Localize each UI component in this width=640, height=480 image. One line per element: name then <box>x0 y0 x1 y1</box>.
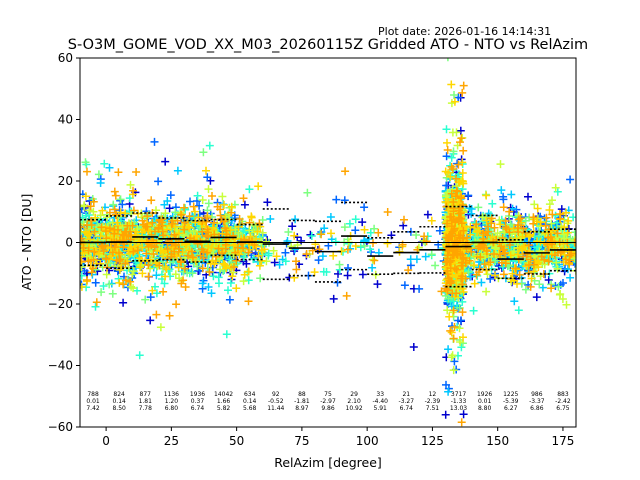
bin-mean-label: -5.39 <box>503 398 519 405</box>
bin-std-label: 7.78 <box>139 405 153 412</box>
bin-count-label: 1926 <box>477 391 492 398</box>
bin-std-label: 6.80 <box>165 405 179 412</box>
bin-std-label: 6.27 <box>504 405 518 412</box>
x-tick-label: 150 <box>486 434 509 448</box>
bin-count-label: 14042 <box>214 391 233 398</box>
bin-statistics-lines <box>80 201 576 288</box>
bin-mean-label: -2.97 <box>320 398 336 405</box>
bin-std-label: 7.51 <box>426 405 440 412</box>
bin-count-label: 33 <box>376 391 384 398</box>
bin-count-label: 1936 <box>190 391 205 398</box>
x-tick-label: 75 <box>294 434 309 448</box>
x-tick-label: 0 <box>102 434 110 448</box>
x-tick-label: 25 <box>164 434 179 448</box>
bin-count-label: 824 <box>113 391 125 398</box>
bin-count-label: 12 <box>429 391 437 398</box>
bin-std-label: 6.74 <box>191 405 205 412</box>
bin-mean-label: -2.42 <box>555 398 571 405</box>
bin-mean-label: 1.66 <box>217 398 231 405</box>
bin-std-label: 8.97 <box>295 405 309 412</box>
x-axis-ticks: 0 25 50 75 100 125 150 175 <box>102 427 574 448</box>
bin-mean-label: 0.14 <box>112 398 126 405</box>
bin-std-label: 13.03 <box>450 405 467 412</box>
y-tick-label: −60 <box>48 420 73 434</box>
bin-mean-label: 0.14 <box>243 398 257 405</box>
bin-std-label: 6.86 <box>530 405 544 412</box>
bin-mean-label: 0.01 <box>86 398 100 405</box>
bin-std-label: 7.42 <box>86 405 100 412</box>
bin-std-label: 6.75 <box>556 405 570 412</box>
x-tick-label: 100 <box>356 434 379 448</box>
y-tick-label: 0 <box>65 236 73 250</box>
y-axis-label: ATO - NTO [DU] <box>19 194 34 291</box>
bin-mean-label: 0.01 <box>478 398 492 405</box>
x-axis-label: RelAzim [degree] <box>274 455 382 470</box>
bin-count-label: 1136 <box>164 391 179 398</box>
bin-std-label: 6.74 <box>400 405 414 412</box>
bin-count-label: 788 <box>87 391 99 398</box>
bin-std-label: 5.82 <box>217 405 231 412</box>
scatter-points <box>80 58 576 427</box>
y-tick-label: −40 <box>48 359 73 373</box>
bin-mean-label: -1.33 <box>451 398 467 405</box>
bin-std-label: 8.80 <box>478 405 492 412</box>
bin-std-label: 11.44 <box>267 405 284 412</box>
bin-mean-label: -0.52 <box>268 398 284 405</box>
bin-count-label: 29 <box>350 391 358 398</box>
y-axis-ticks: −60 −40 −20 0 20 40 60 <box>48 51 80 434</box>
x-tick-label: 125 <box>421 434 444 448</box>
bin-mean-label: -1.81 <box>294 398 310 405</box>
bin-mean-label: -4.40 <box>372 398 388 405</box>
bin-statistics-labels: 7880.017.428240.148.508771.817.7811361.2… <box>86 391 571 412</box>
bin-count-label: 75 <box>324 391 332 398</box>
bin-count-label: 986 <box>531 391 543 398</box>
bin-std-label: 10.92 <box>346 405 363 412</box>
bin-mean-label: 1.81 <box>139 398 153 405</box>
y-tick-label: 40 <box>58 113 73 127</box>
y-tick-label: −20 <box>48 297 73 311</box>
bin-std-label: 5.68 <box>243 405 257 412</box>
bin-count-label: 88 <box>298 391 306 398</box>
bin-mean-label: 1.20 <box>165 398 179 405</box>
bin-count-label: 634 <box>244 391 256 398</box>
bin-std-label: 9.86 <box>321 405 335 412</box>
chart-title: S-O3M_GOME_VOD_XX_M03_20260115Z Gridded … <box>68 37 588 53</box>
bin-count-label: 21 <box>402 391 410 398</box>
bin-mean-label: 0.37 <box>191 398 205 405</box>
bin-count-label: 92 <box>272 391 280 398</box>
bin-count-label: 877 <box>140 391 152 398</box>
bin-mean-label: -3.27 <box>399 398 415 405</box>
bin-mean-label: 2.10 <box>347 398 361 405</box>
bin-count-label: 883 <box>557 391 569 398</box>
bin-std-label: 8.50 <box>112 405 126 412</box>
scatter-markers <box>80 81 576 427</box>
x-tick-label: 50 <box>229 434 244 448</box>
plot-date: Plot date: 2026-01-16 14:14:31 <box>378 25 551 38</box>
bin-count-label: 3717 <box>451 391 466 398</box>
y-tick-label: 20 <box>58 174 73 188</box>
bin-count-label: 1225 <box>503 391 518 398</box>
x-tick-label: 175 <box>551 434 574 448</box>
bin-mean-label: -3.37 <box>529 398 545 405</box>
bin-std-label: 5.91 <box>374 405 388 412</box>
y-tick-label: 60 <box>58 51 73 65</box>
bin-mean-label: -2.39 <box>425 398 441 405</box>
